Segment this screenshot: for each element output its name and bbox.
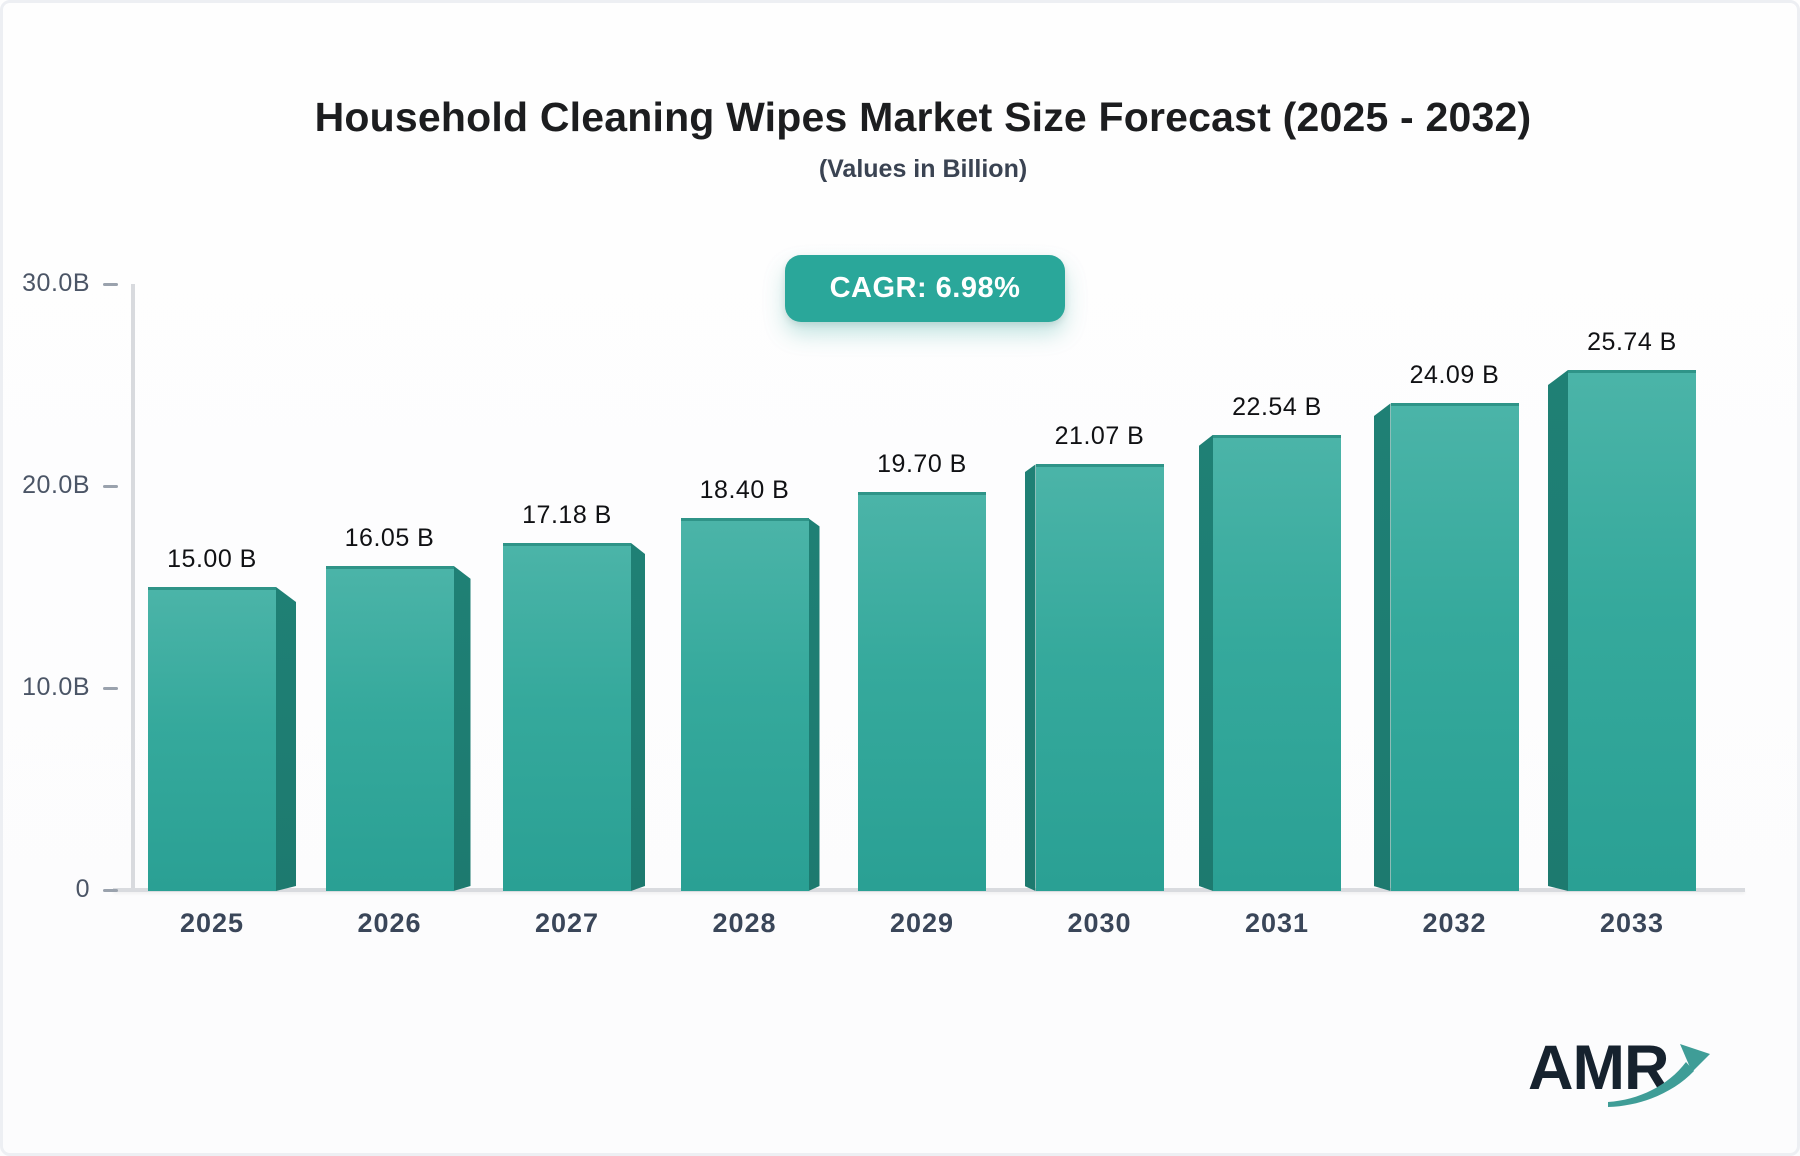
bar-side-face-2026 [454, 566, 471, 891]
x-axis-label-2026: 2026 [357, 908, 422, 938]
bar-side-face-2032 [1374, 403, 1391, 891]
bar-2033 [1568, 370, 1696, 891]
bar-value-label-2033: 25.74 B [1587, 328, 1677, 357]
trend-up-arrow-icon [1608, 1044, 1710, 1107]
bar-value-label-2029: 19.70 B [877, 450, 967, 479]
x-axis-label-2025: 2025 [179, 908, 245, 938]
y-axis-tick [103, 686, 118, 690]
y-axis-tick-label: 20.0B [22, 471, 90, 499]
x-axis-label-2032: 2032 [1422, 908, 1487, 938]
cagr-badge-label: CAGR: 6.98% [829, 272, 1021, 304]
bar-value-label-2030: 21.07 B [1054, 422, 1145, 451]
x-axis-label-2033: 2033 [1599, 908, 1665, 938]
bar-2026 [325, 565, 454, 891]
bar-side-face-2031 [1199, 435, 1213, 891]
amr-logo: AMR [1528, 1030, 1718, 1120]
x-axis-label-2031: 2031 [1244, 908, 1310, 938]
bar-side-face-2028 [809, 518, 820, 891]
bar-2027 [503, 542, 631, 891]
bar-value-label-2026: 16.05 B [344, 523, 435, 552]
x-axis-label-2029: 2029 [889, 908, 955, 938]
bar-2032 [1390, 403, 1519, 891]
bar-side-face-2033 [1548, 370, 1568, 891]
bar-value-label-2032: 24.09 B [1409, 361, 1500, 390]
bar-2029 [858, 492, 986, 891]
bar-2031 [1213, 434, 1341, 891]
bar-side-face-2025 [276, 587, 296, 891]
bar-2030 [1035, 464, 1164, 891]
bar-value-label-2025: 15.00 B [167, 545, 257, 573]
amr-logo-text: AMR [1528, 1033, 1669, 1103]
y-axis-tick [103, 888, 118, 892]
chart-title: Household Cleaning Wipes Market Size For… [314, 94, 1532, 140]
bar-2028 [680, 518, 809, 891]
x-axis-label-2028: 2028 [712, 908, 777, 938]
x-axis-label-2027: 2027 [534, 908, 600, 938]
bar-value-label-2031: 22.54 B [1232, 392, 1322, 421]
y-axis-tick-label: 10.0B [22, 673, 90, 701]
y-axis-tick [103, 484, 118, 488]
bar-value-label-2028: 18.40 B [699, 476, 790, 505]
bar-side-face-2030 [1025, 464, 1036, 891]
bar-side-face-2027 [631, 543, 645, 891]
x-axis-label-2030: 2030 [1067, 908, 1132, 938]
y-axis-line [131, 284, 135, 892]
y-axis-tick-label: 0 [75, 875, 90, 903]
bar-2025 [148, 587, 276, 891]
chart-subtitle: (Values in Billion) [818, 155, 1028, 183]
bar-value-label-2027: 17.18 B [522, 500, 612, 529]
y-axis-tick [103, 282, 118, 286]
y-axis-tick-label: 30.0B [22, 269, 90, 297]
cagr-badge: CAGR: 6.98% [785, 255, 1065, 322]
chart-header: Household Cleaning Wipes Market Size For… [0, 0, 1800, 184]
